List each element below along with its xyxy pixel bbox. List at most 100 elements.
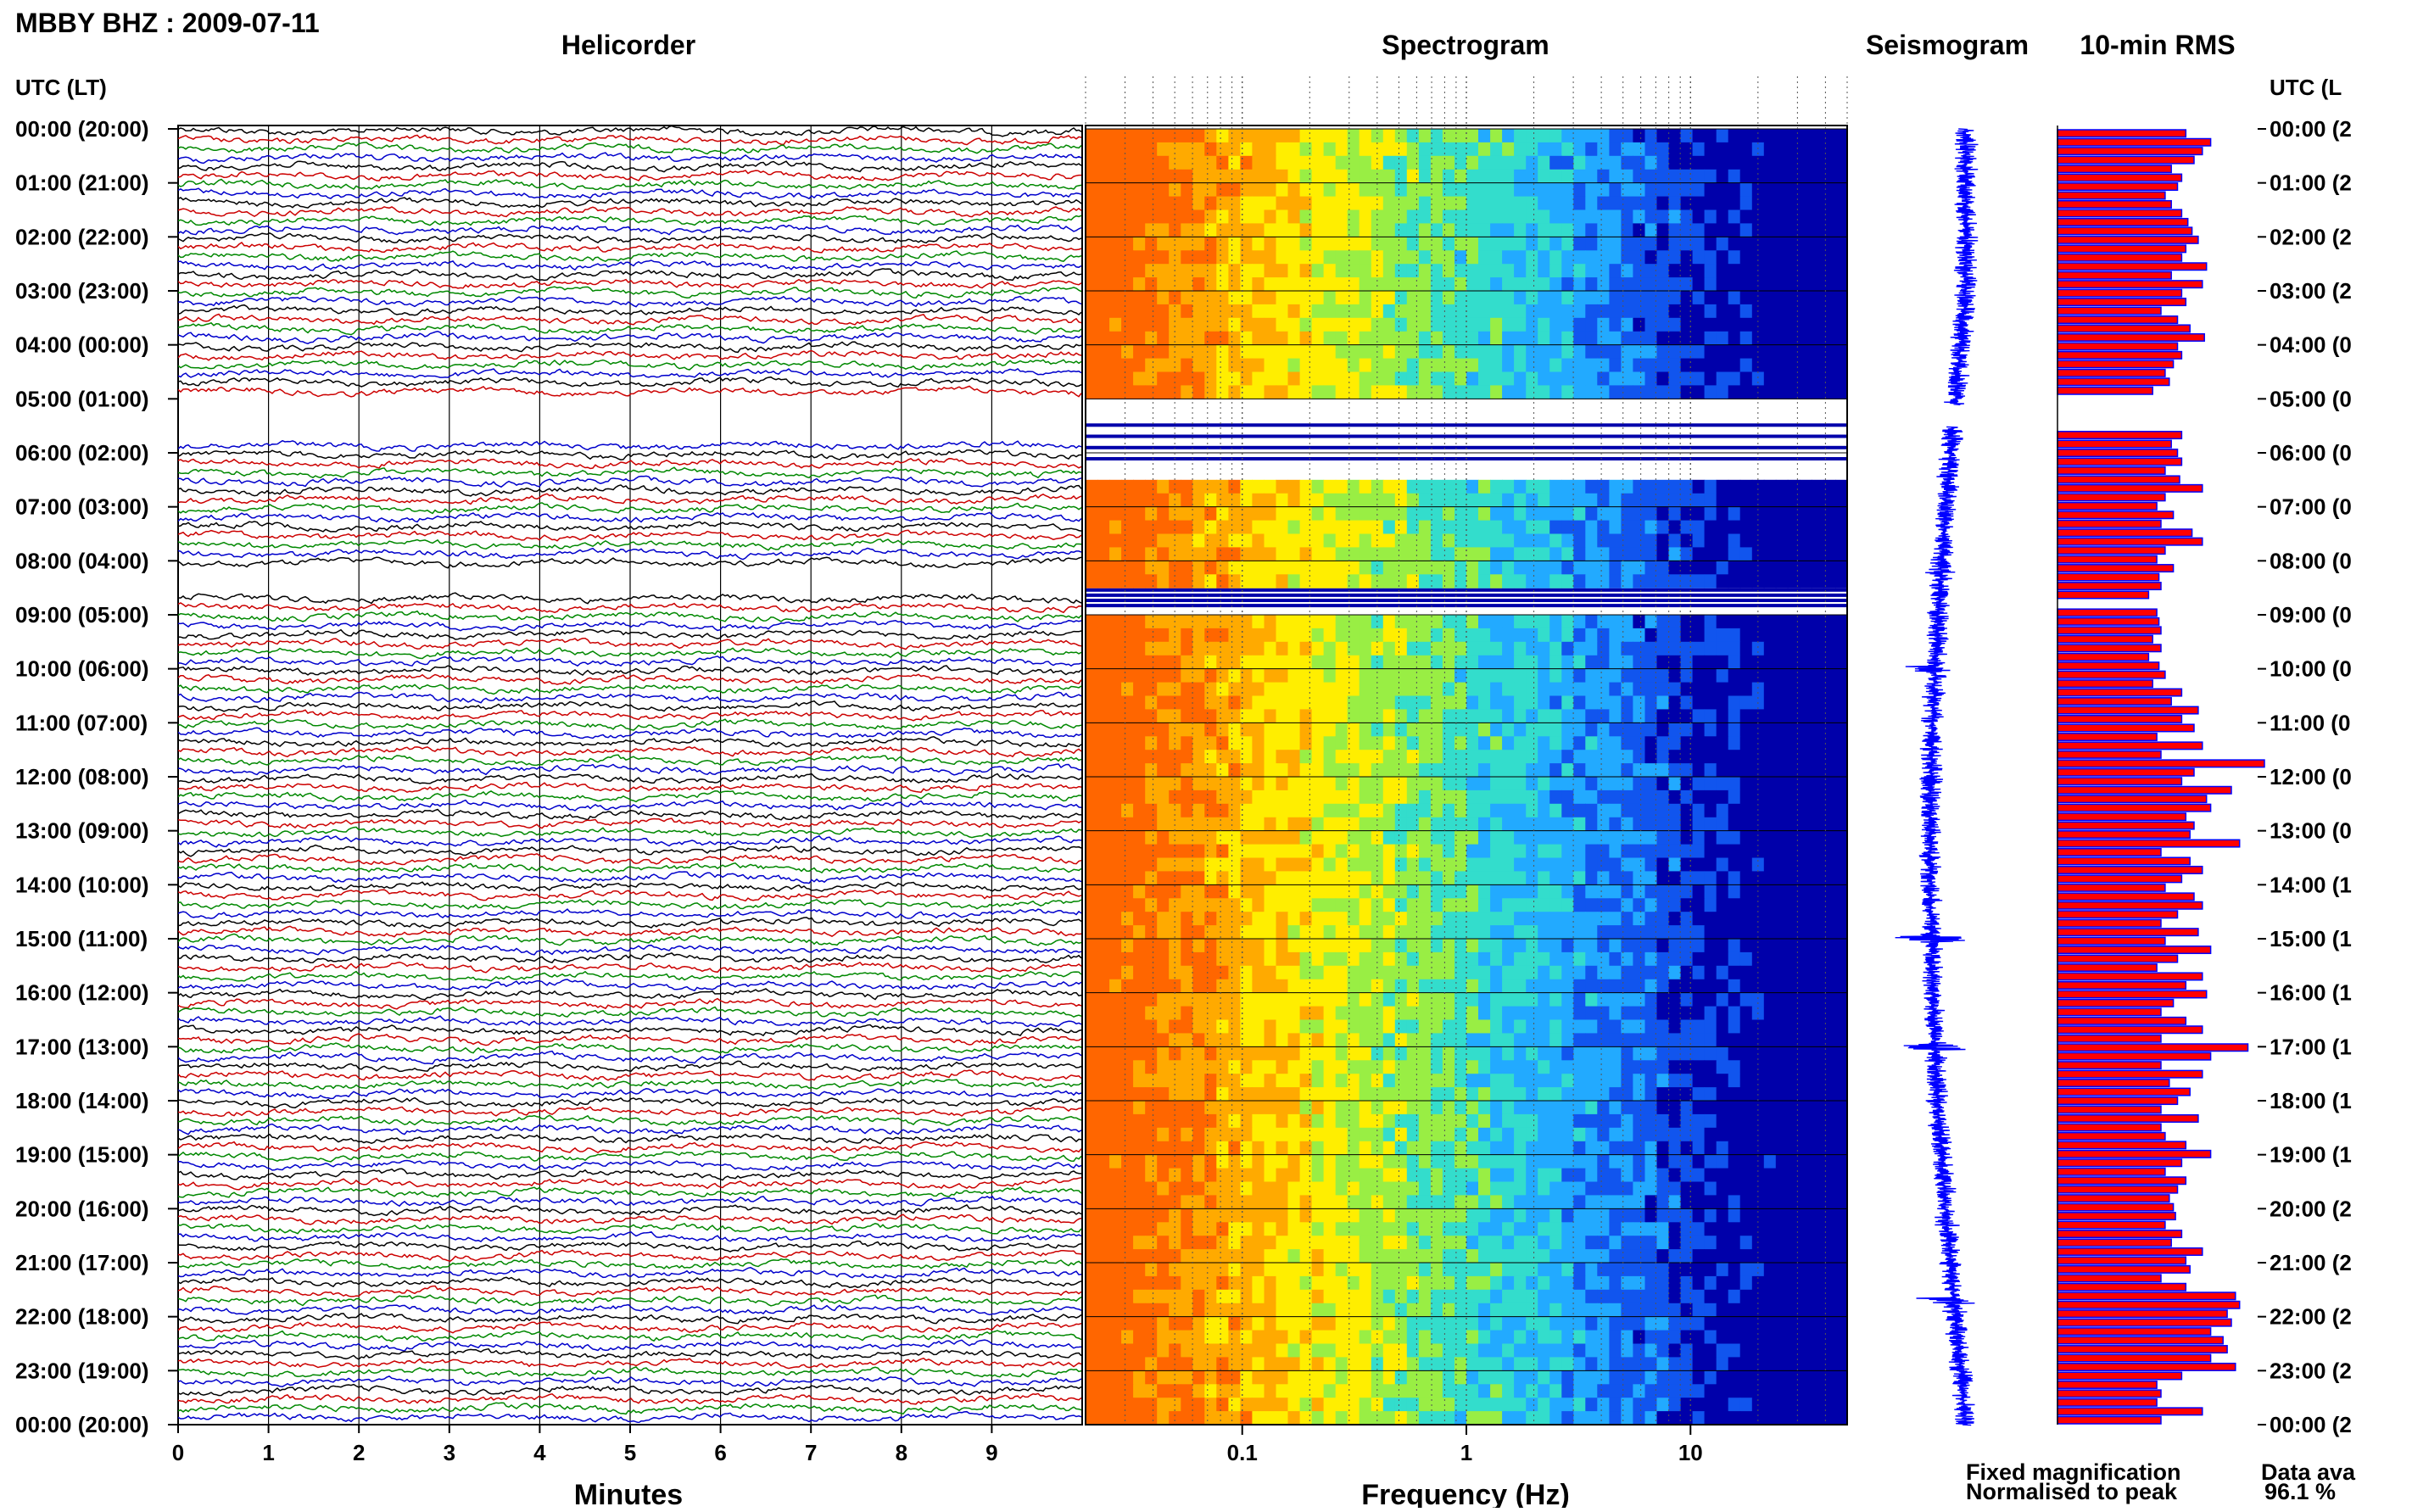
spectrogram-cell — [1288, 507, 1301, 522]
spectrogram-cell — [1395, 1114, 1408, 1129]
spectrogram-cell — [1705, 763, 1717, 778]
spectrogram-cell — [1812, 237, 1824, 251]
spectrogram-cell — [1573, 736, 1586, 750]
spectrogram-cell — [1466, 790, 1479, 805]
spectrogram-cell — [1097, 1141, 1110, 1156]
spectrogram-cell — [1717, 494, 1729, 508]
spectrogram-cell — [1597, 304, 1610, 319]
spectrogram-cell — [1133, 1222, 1146, 1236]
spectrogram-cell — [1633, 385, 1645, 399]
spectrogram-cell — [1466, 1033, 1479, 1047]
spectrogram-cell — [1216, 817, 1229, 832]
spectrogram-cell — [1466, 480, 1479, 494]
spectrogram-cell — [1657, 966, 1670, 980]
spectrogram-cell — [1752, 709, 1765, 723]
spectrogram-cell — [1502, 521, 1515, 535]
spectrogram-cell — [1609, 250, 1622, 265]
spectrogram-cell — [1514, 1141, 1527, 1156]
spectrogram-cell — [1585, 318, 1598, 332]
spectrogram-cell — [1823, 332, 1836, 346]
spectrogram-cell — [1669, 156, 1682, 170]
spectrogram-cell — [1835, 1007, 1848, 1021]
spectrogram-cell — [1764, 1101, 1777, 1115]
spectrogram-cell — [1717, 1074, 1729, 1088]
spectrogram-cell — [1312, 777, 1325, 791]
spectrogram-cell — [1776, 939, 1789, 953]
spectrogram-cell — [1728, 884, 1741, 899]
spectrogram-cell — [1526, 1208, 1538, 1223]
spectrogram-cell — [1324, 1033, 1337, 1047]
spectrogram-cell — [1109, 709, 1122, 723]
spectrogram-cell — [1657, 1169, 1670, 1183]
spectrogram-cell — [1181, 264, 1193, 278]
spectrogram-cell — [1573, 547, 1586, 561]
spectrogram-cell — [1633, 898, 1645, 912]
spectrogram-cell — [1324, 1101, 1337, 1115]
spectrogram-cell — [1740, 345, 1753, 360]
spectrogram-cell — [1561, 790, 1574, 805]
spectrogram-cell — [1573, 952, 1586, 967]
spectrogram-cell — [1419, 898, 1432, 912]
spectrogram-cell — [1835, 642, 1848, 656]
spectrogram-cell — [1336, 183, 1348, 198]
spectrogram-cell — [1192, 1074, 1205, 1088]
spectrogram-cell — [1549, 1195, 1562, 1209]
spectrogram-cell — [1526, 1046, 1538, 1061]
spectrogram-cell — [1181, 1060, 1193, 1074]
spectrogram-cell — [1752, 359, 1765, 373]
spectrogram-cell — [1466, 304, 1479, 319]
spectrogram-cell — [1776, 277, 1789, 292]
spectrogram-cell — [1657, 574, 1670, 589]
spectrogram-cell — [1109, 534, 1122, 549]
spectrogram-cell — [1514, 318, 1527, 332]
spectrogram-cell — [1835, 264, 1848, 278]
spectrogram-cell — [1300, 1222, 1313, 1236]
spectrogram-cell — [1502, 656, 1515, 670]
spectrogram-cell — [1705, 993, 1717, 1007]
spectrogram-cell — [1300, 683, 1313, 697]
spectrogram-cell — [1097, 1007, 1110, 1021]
spectrogram-cell — [1133, 237, 1146, 251]
spectrogram-cell — [1192, 925, 1205, 940]
spectrogram-cell — [1776, 642, 1789, 656]
spectrogram-cell — [1300, 1101, 1313, 1115]
spectrogram-cell — [1609, 264, 1622, 278]
spectrogram-cell — [1097, 304, 1110, 319]
spectrogram-cell — [1514, 884, 1527, 899]
spectrogram-cell — [1240, 1182, 1253, 1197]
spectrogram-cell — [1549, 723, 1562, 737]
spectrogram-cell — [1086, 521, 1098, 535]
spectrogram-cell — [1121, 642, 1134, 656]
spectrogram-cell — [1276, 750, 1289, 764]
spectrogram-cell — [1133, 1101, 1146, 1115]
spectrogram-cell — [1788, 898, 1801, 912]
spectrogram-cell — [1681, 1155, 1694, 1169]
spectrogram-cell — [1538, 345, 1550, 360]
spectrogram-cell — [1669, 925, 1682, 940]
spectrogram-cell — [1728, 291, 1741, 305]
spectrogram-cell — [1549, 480, 1562, 494]
spectrogram-cell — [1728, 736, 1741, 750]
spectrogram-cell — [1407, 318, 1420, 332]
spectrogram-cell — [1204, 1141, 1217, 1156]
spectrogram-cell — [1585, 1114, 1598, 1129]
spectrogram-cell — [1740, 615, 1753, 629]
spectrogram-cell — [1419, 1222, 1432, 1236]
spectrogram-cell — [1633, 318, 1645, 332]
spectrogram-cell — [1300, 223, 1313, 237]
spectrogram-cell — [1383, 561, 1396, 575]
spectrogram-cell — [1835, 304, 1848, 319]
spectrogram-cell — [1097, 723, 1110, 737]
spectrogram-cell — [1573, 1128, 1586, 1142]
spectrogram-cell — [1216, 1236, 1229, 1250]
spectrogram-cell — [1204, 237, 1217, 251]
spectrogram-cell — [1145, 318, 1158, 332]
spectrogram-cell — [1312, 642, 1325, 656]
spectrogram-cell — [1693, 574, 1706, 589]
spectrogram-cell — [1764, 1208, 1777, 1223]
spectrogram-cell — [1383, 1046, 1396, 1061]
spectrogram-cell — [1252, 291, 1265, 305]
spectrogram-cell — [1740, 696, 1753, 711]
spectrogram-cell — [1431, 1195, 1443, 1209]
spectrogram-cell — [1538, 372, 1550, 387]
